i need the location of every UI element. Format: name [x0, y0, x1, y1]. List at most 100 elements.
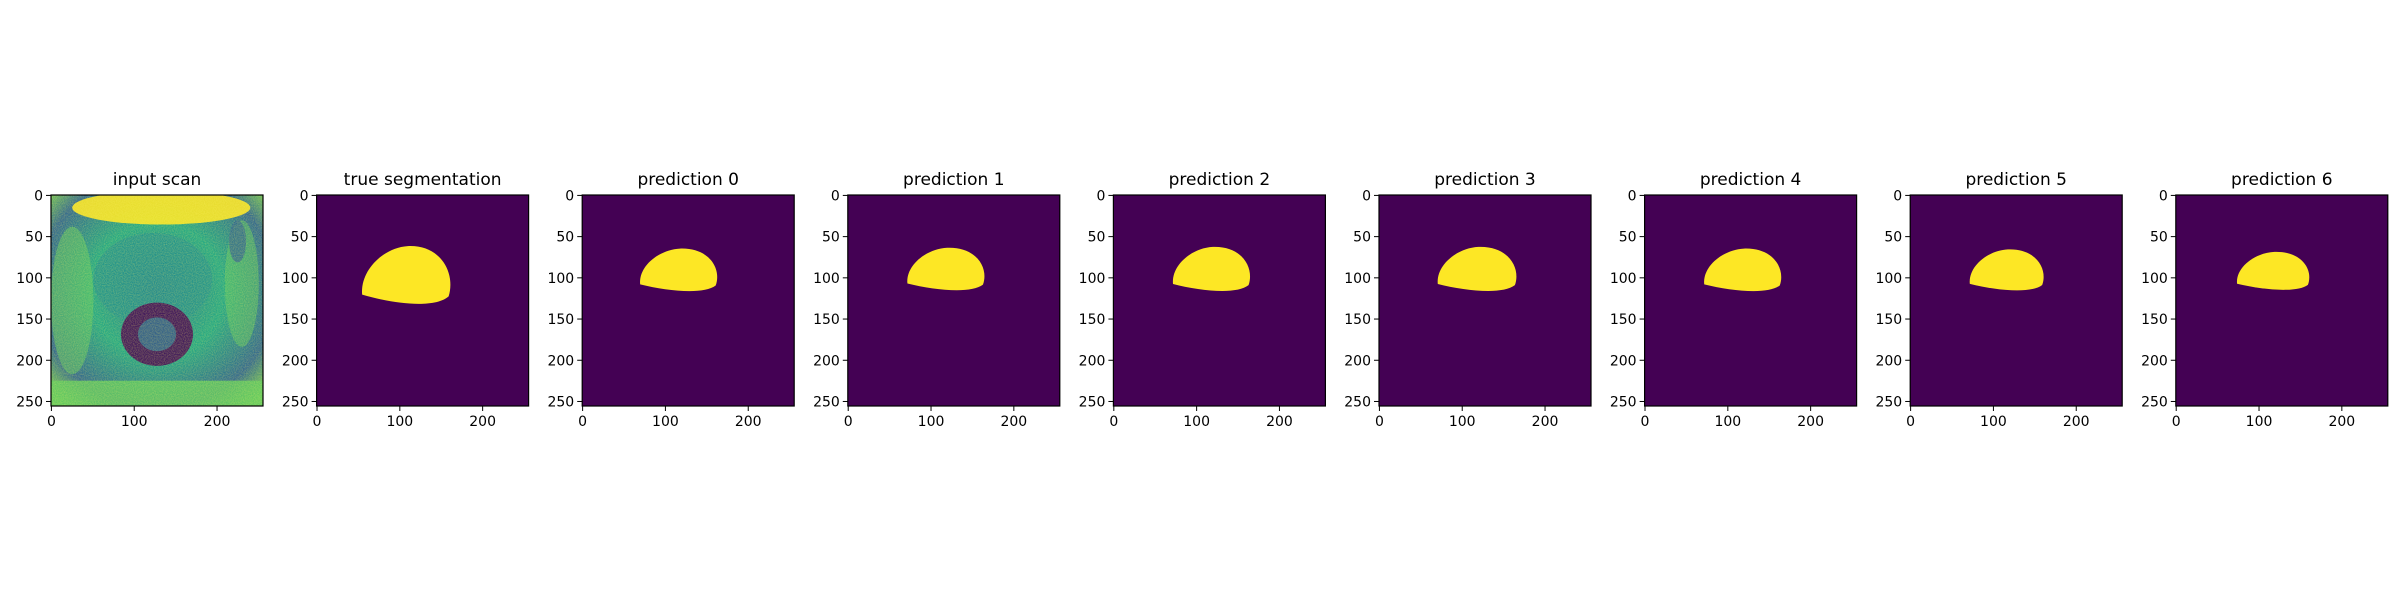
- y-tick-label: 50: [1088, 230, 1106, 246]
- panel-image: [582, 195, 794, 406]
- panel-title: true segmentation: [344, 170, 502, 190]
- panel-0: input scan 0 100 200 0 50 100 150 200 250: [16, 170, 263, 430]
- x-tick-label: 0: [1641, 414, 1650, 430]
- y-tick-label: 50: [1884, 230, 1902, 246]
- x-tick-label: 200: [1532, 414, 1559, 430]
- panel-image: [51, 191, 263, 406]
- x-tick-label: 200: [204, 414, 231, 430]
- y-tick-label: 50: [822, 230, 840, 246]
- y-tick-label: 250: [1344, 394, 1371, 410]
- panel-title: prediction 5: [1965, 170, 2067, 190]
- y-tick-label: 0: [1893, 188, 1902, 204]
- y-tick-label: 100: [2141, 271, 2168, 287]
- y-tick-label: 0: [1362, 188, 1371, 204]
- y-tick-label: 100: [1344, 271, 1371, 287]
- x-tick-label: 200: [469, 414, 496, 430]
- y-tick-label: 200: [813, 353, 840, 369]
- y-tick-label: 100: [1079, 271, 1106, 287]
- panel-title: prediction 4: [1700, 170, 1802, 190]
- y-tick-label: 200: [16, 353, 43, 369]
- mask-background: [2176, 195, 2388, 406]
- y-tick-label: 0: [2159, 188, 2168, 204]
- panel-6: prediction 4 0 100 200 0 50 100 150 200 250: [1610, 170, 1857, 430]
- y-tick-label: 200: [1610, 353, 1637, 369]
- y-tick-label: 0: [300, 188, 309, 204]
- y-tick-label: 250: [813, 394, 840, 410]
- x-tick-label: 200: [735, 414, 762, 430]
- y-tick-label: 0: [831, 188, 840, 204]
- x-tick-label: 100: [652, 414, 679, 430]
- y-tick-label: 150: [547, 312, 574, 328]
- y-tick-label: 150: [1610, 312, 1637, 328]
- x-tick-label: 0: [578, 414, 587, 430]
- y-tick-label: 50: [25, 230, 43, 246]
- mask-background: [848, 195, 1060, 406]
- mask-background: [1379, 195, 1591, 406]
- x-tick-label: 200: [1266, 414, 1293, 430]
- scan-texture: [51, 195, 263, 406]
- x-tick-label: 100: [1183, 414, 1210, 430]
- panel-title: prediction 1: [903, 170, 1005, 190]
- y-tick-label: 50: [1619, 230, 1637, 246]
- y-tick-label: 200: [2141, 353, 2168, 369]
- x-tick-label: 100: [1714, 414, 1741, 430]
- mask-background: [582, 195, 794, 406]
- y-tick-label: 150: [16, 312, 43, 328]
- panel-title: input scan: [113, 170, 202, 190]
- y-tick-label: 150: [282, 312, 309, 328]
- y-tick-label: 50: [291, 230, 309, 246]
- mask-background: [1645, 195, 1857, 406]
- y-tick-label: 50: [1353, 230, 1371, 246]
- panel-title: prediction 0: [637, 170, 739, 190]
- panel-image: [2176, 195, 2388, 406]
- y-tick-label: 50: [556, 230, 574, 246]
- y-tick-label: 0: [565, 188, 574, 204]
- x-tick-label: 0: [2172, 414, 2181, 430]
- y-tick-label: 250: [547, 394, 574, 410]
- x-tick-label: 100: [1449, 414, 1476, 430]
- panel-4: prediction 2 0 100 200 0 50 100 150 200 250: [1079, 170, 1326, 430]
- x-tick-label: 100: [121, 414, 148, 430]
- y-tick-label: 100: [813, 271, 840, 287]
- x-tick-label: 100: [2246, 414, 2273, 430]
- panel-image: [1379, 195, 1591, 406]
- x-tick-label: 0: [1906, 414, 1915, 430]
- x-tick-label: 100: [918, 414, 945, 430]
- y-tick-label: 150: [1079, 312, 1106, 328]
- y-tick-label: 100: [1875, 271, 1902, 287]
- panel-image: [317, 195, 529, 406]
- y-tick-label: 150: [2141, 312, 2168, 328]
- y-tick-label: 150: [813, 312, 840, 328]
- x-tick-label: 200: [2328, 414, 2355, 430]
- y-tick-label: 250: [1610, 394, 1637, 410]
- y-tick-label: 200: [1875, 353, 1902, 369]
- y-tick-label: 200: [1079, 353, 1106, 369]
- y-tick-label: 200: [1344, 353, 1371, 369]
- y-tick-label: 150: [1344, 312, 1371, 328]
- y-tick-label: 0: [34, 188, 43, 204]
- y-tick-label: 100: [1610, 271, 1637, 287]
- x-tick-label: 200: [1000, 414, 1027, 430]
- panel-image: [1113, 195, 1325, 406]
- y-tick-label: 200: [282, 353, 309, 369]
- mask-background: [1910, 195, 2122, 406]
- x-tick-label: 0: [1109, 414, 1118, 430]
- y-tick-label: 200: [547, 353, 574, 369]
- y-tick-label: 0: [1096, 188, 1105, 204]
- y-tick-label: 150: [1875, 312, 1902, 328]
- x-tick-label: 0: [844, 414, 853, 430]
- panel-8: prediction 6 0 100 200 0 50 100 150 200 250: [2141, 170, 2388, 430]
- panel-1: true segmentation 0 100 200 0 50 100 150 200 250: [282, 170, 529, 430]
- y-tick-label: 50: [2150, 230, 2168, 246]
- panel-image: [848, 195, 1060, 406]
- panel-7: prediction 5 0 100 200 0 50 100 150 200 250: [1875, 170, 2122, 430]
- y-tick-label: 0: [1628, 188, 1637, 204]
- x-tick-label: 200: [1797, 414, 1824, 430]
- y-tick-label: 100: [282, 271, 309, 287]
- panel-image: [1910, 195, 2122, 406]
- y-tick-label: 100: [547, 271, 574, 287]
- panel-3: prediction 1 0 100 200 0 50 100 150 200 250: [813, 170, 1060, 430]
- x-tick-label: 0: [1375, 414, 1384, 430]
- x-tick-label: 0: [313, 414, 322, 430]
